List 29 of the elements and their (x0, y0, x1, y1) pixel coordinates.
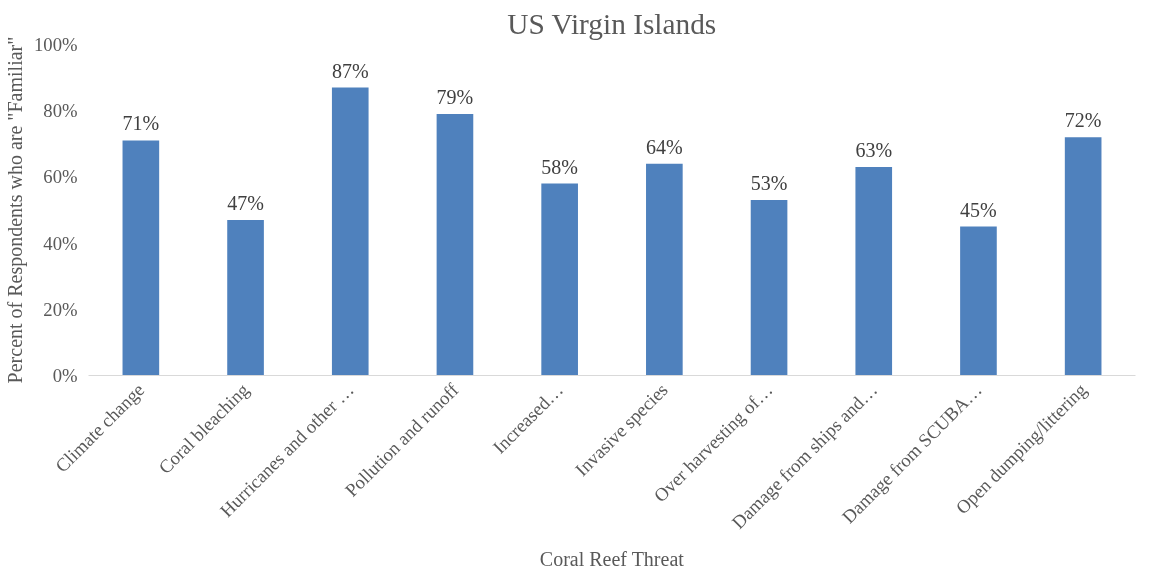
data-label: 47% (227, 191, 264, 214)
data-label: 58% (541, 155, 578, 178)
bar (227, 219, 264, 376)
data-label: 45% (960, 198, 997, 221)
bar (331, 87, 369, 376)
bar (122, 140, 160, 376)
bar (1064, 137, 1102, 376)
data-label: 72% (1064, 109, 1102, 132)
y-tick-label: 0% (52, 365, 78, 386)
y-axis-title: Percent of Respondents who are "Familiar" (3, 36, 27, 384)
bar (646, 163, 683, 376)
bar (750, 200, 788, 376)
data-label: 63% (855, 138, 893, 161)
data-label: 87% (331, 59, 369, 82)
data-label: 71% (122, 112, 160, 135)
bar (855, 166, 893, 376)
bar (960, 226, 997, 376)
y-tick-label: 80% (43, 100, 78, 122)
data-label: 79% (436, 86, 474, 109)
bar (436, 114, 474, 376)
chart-title: US Virgin Islands (507, 7, 717, 40)
x-axis-title: Coral Reef Threat (539, 548, 685, 571)
bar (541, 183, 578, 376)
y-tick-label: 20% (43, 298, 78, 320)
y-tick-label: 40% (43, 232, 78, 254)
y-tick-label: 60% (43, 166, 78, 188)
data-label: 53% (750, 172, 788, 195)
y-tick-label: 100% (33, 34, 78, 55)
data-label: 64% (646, 135, 683, 158)
